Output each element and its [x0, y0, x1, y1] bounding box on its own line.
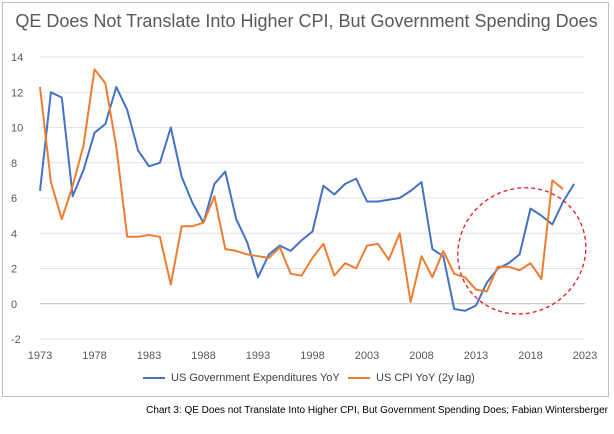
y-tick-label: 4 — [11, 228, 17, 240]
chart-legend: US Government Expenditures YoY US CPI YoY… — [3, 372, 610, 388]
line-chart: -2 0 2 4 6 8 10 12 14 1973 1978 1983 1988 1993 1998 200… — [11, 52, 597, 362]
x-tick-label: 1973 — [28, 350, 52, 362]
y-tick-label: 2 — [11, 264, 17, 276]
y-tick-label: 0 — [11, 299, 17, 311]
legend-label: US CPI YoY (2y lag) — [376, 372, 475, 384]
y-tick-label: 14 — [11, 52, 23, 64]
legend-swatch — [143, 377, 165, 379]
x-tick-label: 2023 — [573, 350, 597, 362]
legend-item: US CPI YoY (2y lag) — [348, 372, 475, 384]
y-tick-label: 6 — [11, 193, 17, 205]
y-tick-label: 10 — [11, 123, 23, 135]
y-tick-label: 8 — [11, 158, 17, 170]
x-tick-label: 1983 — [137, 350, 161, 362]
x-tick-label: 1978 — [82, 350, 106, 362]
legend-label: US Government Expenditures YoY — [171, 372, 340, 384]
legend-swatch — [348, 377, 370, 379]
x-tick-label: 2003 — [355, 350, 379, 362]
x-tick-label: 1993 — [246, 350, 270, 362]
y-tick-label: -2 — [11, 334, 21, 346]
x-tick-label: 1998 — [300, 350, 324, 362]
x-tick-label: 2018 — [518, 350, 542, 362]
x-tick-label: 2013 — [464, 350, 488, 362]
chart-title: QE Does Not Translate Into Higher CPI, B… — [15, 11, 598, 31]
x-tick-label: 2008 — [409, 350, 433, 362]
chart-frame: QE Does Not Translate Into Higher CPI, B… — [2, 2, 609, 397]
y-tick-label: 12 — [11, 87, 23, 99]
series-line-government-expenditures — [39, 86, 575, 312]
x-tick-label: 1988 — [191, 350, 215, 362]
series-line-cpi — [39, 68, 564, 303]
legend-item: US Government Expenditures YoY — [143, 372, 340, 384]
chart-caption: Chart 3: QE Does not Translate Into High… — [146, 405, 608, 416]
